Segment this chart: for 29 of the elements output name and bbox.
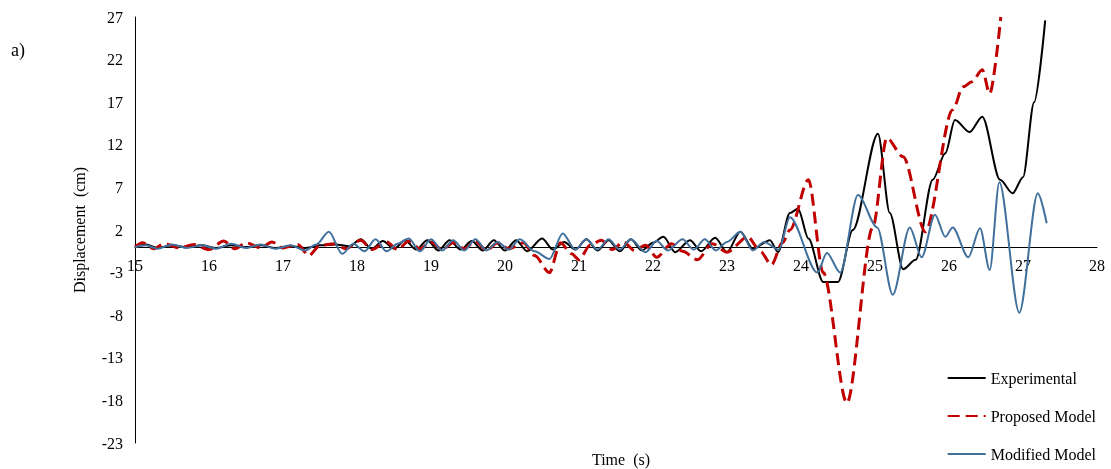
x-tick-label: 25: [867, 256, 883, 274]
y-tick-label: 2: [115, 221, 123, 239]
legend-label: Modified Model: [990, 445, 1097, 463]
x-tick-label: 17: [275, 256, 291, 274]
y-axis-title: Displacement (cm): [70, 166, 89, 294]
x-tick-label: 24: [793, 256, 809, 274]
x-tick-label: 23: [719, 256, 735, 274]
y-tick-label: -8: [109, 306, 123, 324]
y-tick-label: 12: [107, 136, 123, 154]
y-tick-label: -18: [101, 391, 123, 409]
y-tick-label: 22: [107, 51, 123, 69]
x-tick-label: 21: [571, 256, 587, 274]
x-tick-label: 16: [201, 256, 217, 274]
x-tick-label: 18: [349, 256, 365, 274]
x-tick-label: 20: [497, 256, 513, 274]
y-tick-label: -23: [101, 434, 123, 452]
legend-label: Proposed Model: [990, 407, 1097, 426]
legend-label: Experimental: [990, 369, 1078, 388]
text: a): [11, 40, 25, 61]
x-tick-label: 22: [645, 256, 661, 274]
y-tick-label: -13: [101, 349, 123, 367]
x-tick-label: 28: [1089, 256, 1105, 274]
y-tick-label: 17: [107, 93, 123, 111]
x-axis-title: Time (s): [591, 450, 651, 469]
y-tick-label: 7: [115, 178, 123, 196]
y-tick-label: -3: [109, 264, 123, 282]
x-tick-label: 26: [941, 256, 957, 274]
x-tick-label: 19: [423, 256, 439, 274]
y-tick-label: 27: [107, 8, 123, 26]
